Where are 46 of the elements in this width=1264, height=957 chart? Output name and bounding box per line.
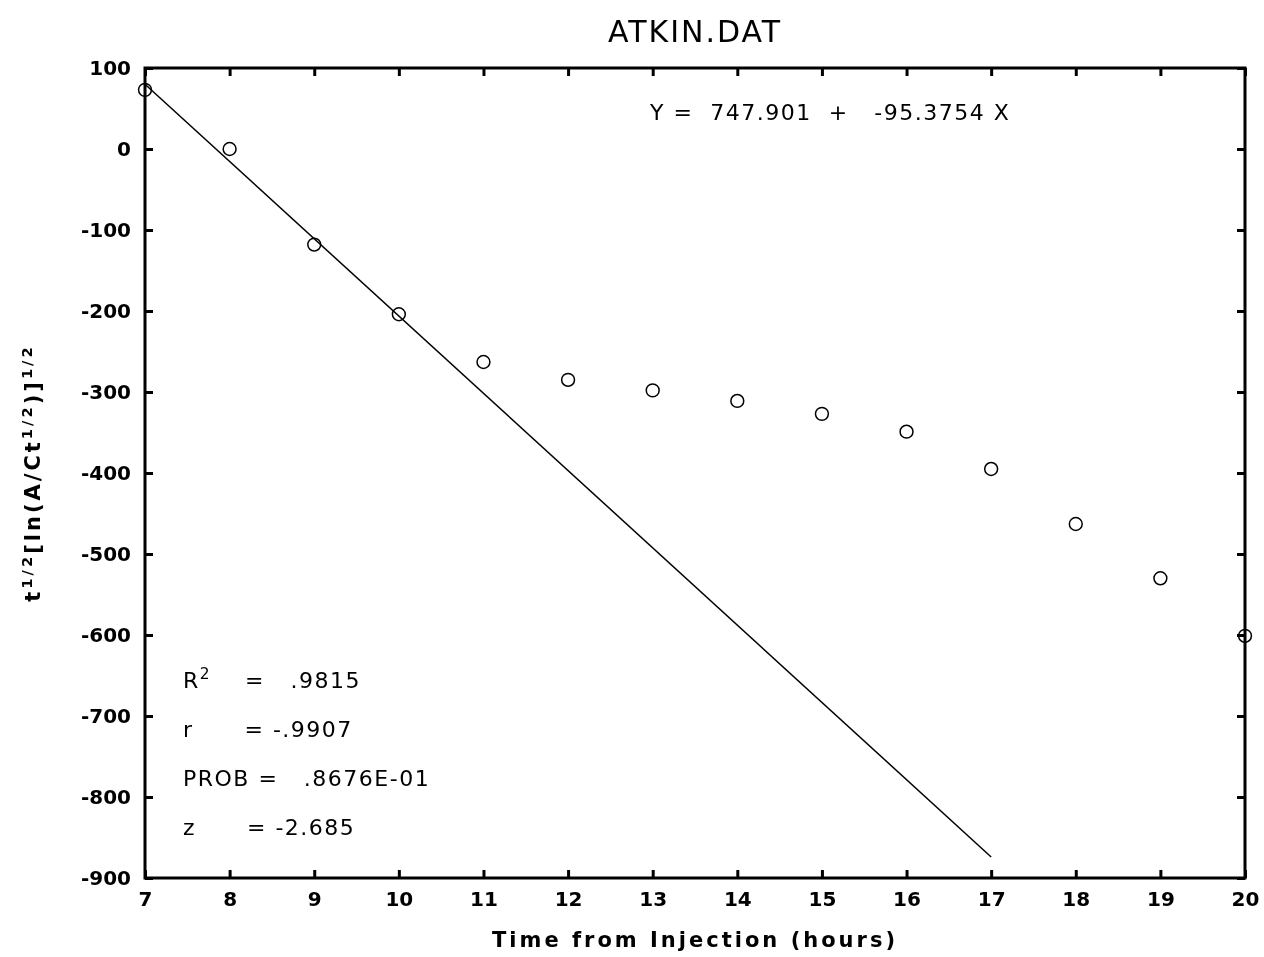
- text: R$^{2}$ = .9815: [183, 665, 361, 693]
- y-tick-label: -500: [80, 541, 131, 566]
- y-tick-label: -400: [80, 460, 131, 485]
- y-tick-label: 100: [89, 55, 131, 80]
- y-tick-label: -800: [80, 784, 131, 809]
- x-tick-label: 12: [554, 887, 583, 912]
- point: [814, 406, 830, 422]
- annotation: z = -2.685: [183, 815, 356, 840]
- y-tick-label: -700: [80, 703, 131, 728]
- x-tick-label: 11: [470, 887, 498, 912]
- point: [560, 372, 576, 388]
- x-tick-label: 17: [977, 887, 1006, 912]
- x-tick-label: 18: [1062, 887, 1091, 912]
- point: [222, 141, 237, 157]
- x-tick-label: 7: [138, 887, 153, 912]
- y-tick-label: -900: [80, 865, 131, 890]
- annotation: r = -.9907: [183, 717, 353, 742]
- y-tick-label: 0: [117, 136, 131, 161]
- point: [307, 237, 322, 252]
- point: [983, 461, 999, 477]
- x-tick-label: 10: [385, 887, 414, 912]
- point: [391, 307, 407, 322]
- point: [1068, 516, 1083, 532]
- point: [137, 82, 153, 98]
- chart-title: ATKIN.DAT: [607, 14, 783, 49]
- y-tick-label: -200: [80, 298, 131, 323]
- x-tick-label: 16: [893, 887, 921, 912]
- point: [1237, 628, 1253, 643]
- x-tick-label: 20: [1231, 887, 1260, 912]
- annotation: Y = 747.901 + -95.3754 X: [649, 100, 1011, 125]
- x-tick-label: 8: [223, 887, 238, 912]
- point: [899, 424, 914, 439]
- x-tick-label: 9: [307, 887, 322, 912]
- point: [645, 383, 660, 398]
- x-axis-title: Time from Injection (hours): [491, 928, 899, 952]
- point: [730, 393, 745, 409]
- y-tick-label: -300: [80, 379, 131, 404]
- point: [1153, 571, 1168, 586]
- annotation: PROB = .8676E-01: [183, 766, 431, 791]
- y-tick-label: -100: [80, 217, 131, 242]
- point: [476, 354, 491, 370]
- x-tick-label: 13: [639, 887, 668, 912]
- x-tick-label: 19: [1146, 887, 1175, 912]
- x-tick-label: 14: [723, 887, 752, 912]
- y-tick-label: -600: [80, 622, 131, 647]
- x-tick-label: 15: [808, 887, 837, 912]
